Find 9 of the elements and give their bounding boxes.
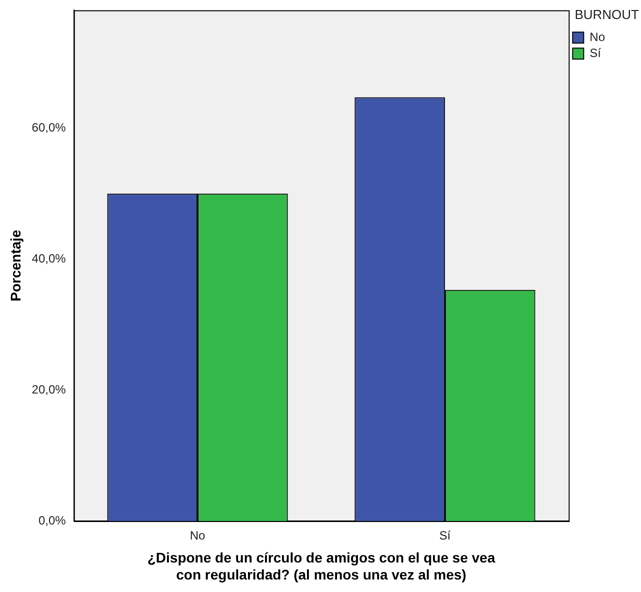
x-axis-title: ¿Dispone de un círculo de amigos con el que se vea con regularidad? (al menos una vez al mes) [147, 550, 496, 582]
legend-label: Sí [590, 46, 602, 60]
legend-label: No [590, 30, 606, 44]
y-tick-label: 20,0% [32, 382, 66, 396]
legend-title: BURNOUT [574, 7, 640, 22]
y-tick-label: 40,0% [32, 251, 66, 266]
y-tick-label: 0,0% [38, 513, 66, 528]
y-tick-label: 60,0% [32, 120, 66, 134]
y-axis-title: Porcentaje [7, 230, 24, 302]
